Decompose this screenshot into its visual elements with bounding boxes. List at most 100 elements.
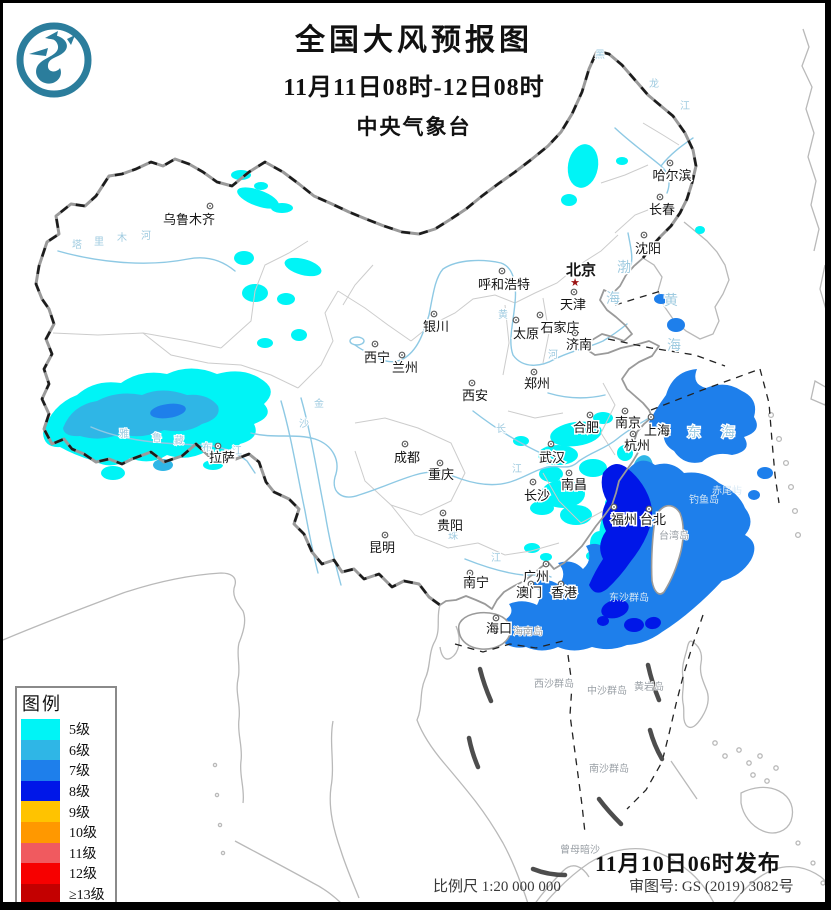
city-marker-dot — [669, 162, 671, 164]
capital-star-icon: ★ — [570, 277, 580, 289]
sea-label: 黄 — [664, 292, 680, 309]
island-label: 台湾岛 — [659, 529, 689, 542]
city-marker-dot — [471, 382, 473, 384]
river-label: 江 — [680, 100, 690, 112]
city-marker-dot — [515, 319, 517, 321]
river-label: 雅 — [119, 427, 129, 440]
legend-swatch — [21, 863, 60, 884]
city-marker-dot — [589, 414, 591, 416]
river-label: 布 — [202, 442, 212, 454]
city-label: 长春 — [649, 202, 675, 217]
city-marker-dot — [533, 371, 535, 373]
legend-row: 7级 — [21, 760, 115, 781]
city-label: 郑州 — [524, 376, 550, 391]
city-marker-dot — [433, 313, 435, 315]
city-marker-dot — [650, 416, 652, 418]
river-label: 江 — [232, 445, 242, 457]
legend-row: 11级 — [21, 842, 115, 864]
legend-swatch — [21, 739, 60, 761]
river-label: 长 — [496, 423, 506, 435]
city-marker-dot — [560, 583, 562, 585]
city-label: 南昌 — [561, 477, 587, 492]
island-label: 黄岩岛 — [634, 680, 664, 693]
city-label: 长沙 — [524, 488, 550, 503]
city-marker-dot — [573, 291, 575, 293]
city-label: 乌鲁木齐 — [163, 212, 215, 227]
onblue-label: 钓鱼岛 — [689, 493, 719, 506]
city-marker-dot — [530, 583, 532, 585]
river-label: 沙 — [299, 418, 309, 430]
legend-swatch — [21, 842, 60, 864]
legend-row: 12级 — [21, 863, 115, 884]
city-marker-dot — [659, 196, 661, 198]
city-label: 济南 — [566, 337, 592, 352]
city-label: 太原 — [513, 326, 539, 341]
sea-label: 海 — [721, 425, 737, 441]
city-label: 合肥 — [573, 420, 599, 435]
nine-dash-line — [466, 662, 665, 878]
city-label: 海口 — [486, 621, 512, 636]
city-marker-dot — [632, 433, 634, 435]
river-label: 鲁 — [152, 431, 162, 444]
legend-swatch — [21, 760, 60, 781]
legend-label: 7级 — [69, 764, 90, 780]
island-label: 南沙群岛 — [589, 762, 629, 775]
river-label: 木 — [117, 232, 127, 244]
legend-label: 12级 — [69, 867, 97, 883]
city-label: 武汉 — [539, 450, 565, 465]
city-marker-dot — [401, 354, 403, 356]
river-label: 龙 — [649, 77, 659, 90]
city-label: 南京 — [615, 415, 641, 430]
city-label: 呼和浩特 — [478, 277, 530, 292]
legend-row: 5级 — [21, 719, 115, 740]
city-marker-dot — [568, 472, 570, 474]
city-label: 台北 — [640, 512, 666, 527]
city-label: 哈尔滨 — [652, 168, 691, 183]
legend-row: ≥13级 — [21, 883, 115, 904]
legend-label: 11级 — [69, 846, 97, 862]
city-marker-dot — [442, 512, 444, 514]
city-label: 澳门 — [516, 585, 542, 600]
sea-label: 海 — [667, 338, 683, 354]
onblue-label: 赤尾屿 — [712, 485, 742, 497]
wind-area-level8 — [589, 464, 661, 632]
legend-box: 图例 5级 6级 7级 8级 9级 10级 11级 12级 ≥13级 — [15, 686, 117, 904]
legend-swatch — [21, 883, 60, 902]
legend-title: 图例 — [22, 694, 62, 714]
city-label: 昆明 — [369, 540, 395, 555]
legend-label: 10级 — [69, 826, 97, 842]
city-marker-dot — [404, 443, 406, 445]
legend-label: 5级 — [69, 723, 90, 739]
river-label: 藏 — [174, 435, 184, 447]
island-label: 曾母暗沙 — [560, 843, 600, 856]
national-border — [34, 49, 698, 607]
sea-label: 渤 — [617, 260, 633, 276]
legend-row: 8级 — [21, 780, 115, 802]
city-label: 西宁 — [364, 350, 390, 365]
island-label: 中沙群岛 — [587, 684, 627, 697]
onblue-label: 东沙群岛 — [609, 591, 649, 604]
legend-label: 9级 — [69, 805, 90, 821]
city-marker-dot — [469, 572, 471, 574]
legend-row: 6级 — [21, 739, 115, 761]
city-marker-dot — [384, 534, 386, 536]
city-marker-dot — [648, 508, 650, 510]
island-label: 西沙群岛 — [534, 677, 574, 690]
city-marker-dot — [574, 332, 576, 334]
river-label: 黑 — [595, 49, 605, 61]
city-marker-dot — [501, 270, 503, 272]
legend-label: 8级 — [69, 785, 90, 801]
river-label: 金 — [314, 397, 324, 410]
legend-swatch — [21, 821, 60, 843]
city-label: 天津 — [560, 297, 586, 312]
city-label: 重庆 — [428, 467, 454, 482]
legend-label: ≥13级 — [69, 888, 105, 904]
foreign-coastlines — [3, 28, 825, 902]
city-marker-dot — [495, 617, 497, 619]
city-marker-dot — [624, 410, 626, 412]
city-label: 南宁 — [463, 575, 489, 590]
city-label: 兰州 — [392, 360, 418, 375]
